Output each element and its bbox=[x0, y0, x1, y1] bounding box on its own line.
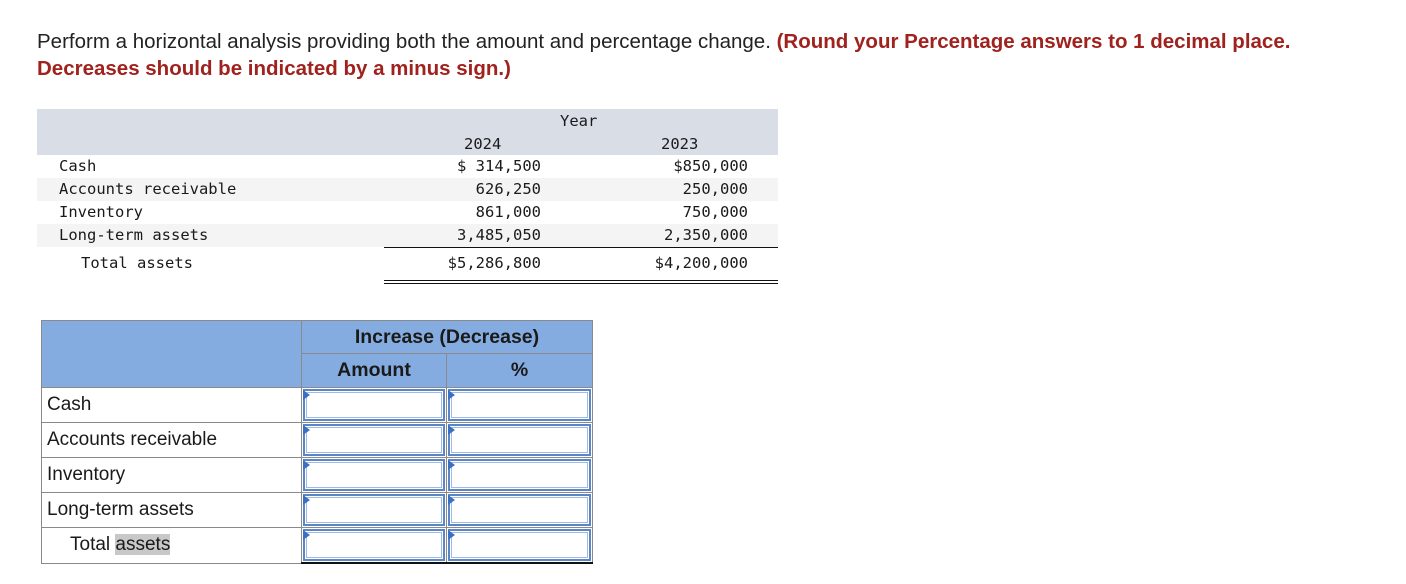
column-header-2023: 2023 bbox=[661, 135, 699, 153]
cash-percent-cell bbox=[446, 387, 593, 423]
total-assets-percent-input[interactable] bbox=[448, 529, 591, 561]
instructions: Perform a horizontal analysis providing … bbox=[37, 28, 1397, 82]
total-label-highlighted: assets bbox=[115, 534, 171, 556]
inventory-percent-input[interactable] bbox=[448, 459, 591, 491]
accounts-receivable-amount-input[interactable] bbox=[303, 424, 445, 456]
row-label: Inventory bbox=[59, 203, 143, 221]
inventory-amount-input[interactable] bbox=[303, 459, 445, 491]
accounts-receivable-amount-cell bbox=[301, 422, 447, 458]
cash-amount-cell bbox=[301, 387, 447, 423]
value-2024: 626,250 bbox=[475, 180, 541, 198]
instructions-emphasis: (Round your Percentage answers to 1 deci… bbox=[37, 30, 1291, 80]
row-label: Inventory bbox=[41, 457, 302, 493]
row-label: Cash bbox=[41, 387, 302, 423]
total-assets-amount-cell bbox=[301, 527, 447, 564]
instructions-text: Perform a horizontal analysis providing … bbox=[37, 30, 771, 53]
subtotal-rule bbox=[384, 247, 778, 248]
long-term-assets-percent-input[interactable] bbox=[448, 494, 591, 526]
answer-row-accounts-receivable: Accounts receivable bbox=[41, 422, 593, 458]
answer-row-inventory: Inventory bbox=[41, 457, 593, 493]
value-2024: 3,485,050 bbox=[457, 226, 541, 244]
value-2023: 250,000 bbox=[682, 180, 748, 198]
inventory-amount-cell bbox=[301, 457, 447, 493]
percent-column-header: % bbox=[446, 353, 593, 388]
value-2024: $ 314,500 bbox=[457, 157, 541, 175]
cash-percent-input[interactable] bbox=[448, 389, 591, 421]
value-2024: $5,286,800 bbox=[447, 254, 541, 272]
value-2024: 861,000 bbox=[475, 203, 541, 221]
value-2023: 2,350,000 bbox=[664, 226, 748, 244]
row-label: Accounts receivable bbox=[59, 180, 237, 198]
year-group-label: Year bbox=[560, 112, 598, 130]
given-table-header: Year 2024 2023 bbox=[37, 109, 778, 155]
total-assets-percent-cell bbox=[446, 527, 593, 564]
given-balance-table: Year 2024 2023 Cash $ 314,500 $850,000 A… bbox=[37, 109, 778, 284]
answer-row-cash: Cash bbox=[41, 387, 593, 423]
row-label-total: Total assets bbox=[41, 527, 302, 564]
answer-row-long-term-assets: Long-term assets bbox=[41, 492, 593, 528]
amount-column-header: Amount bbox=[301, 353, 447, 388]
cash-amount-input[interactable] bbox=[303, 389, 445, 421]
total-assets-amount-input[interactable] bbox=[303, 529, 445, 561]
blank-header-cell bbox=[41, 320, 302, 388]
accounts-receivable-percent-cell bbox=[446, 422, 593, 458]
increase-decrease-header: Increase (Decrease) bbox=[301, 320, 593, 354]
given-row-cash: Cash $ 314,500 $850,000 bbox=[37, 155, 778, 178]
row-label: Long-term assets bbox=[41, 492, 302, 528]
row-label: Total assets bbox=[81, 254, 193, 272]
long-term-assets-amount-cell bbox=[301, 492, 447, 528]
long-term-assets-amount-input[interactable] bbox=[303, 494, 445, 526]
given-row-total-assets: Total assets $5,286,800 $4,200,000 bbox=[37, 247, 778, 284]
inventory-percent-cell bbox=[446, 457, 593, 493]
long-term-assets-percent-cell bbox=[446, 492, 593, 528]
accounts-receivable-percent-input[interactable] bbox=[448, 424, 591, 456]
value-2023: $4,200,000 bbox=[654, 254, 748, 272]
column-header-2024: 2024 bbox=[464, 135, 502, 153]
given-row-accounts-receivable: Accounts receivable 626,250 250,000 bbox=[37, 178, 778, 201]
given-row-inventory: Inventory 861,000 750,000 bbox=[37, 201, 778, 224]
answer-row-total-assets: Total assets bbox=[41, 527, 593, 564]
row-label: Cash bbox=[59, 157, 97, 175]
given-row-long-term-assets: Long-term assets 3,485,050 2,350,000 bbox=[37, 224, 778, 248]
value-2023: $850,000 bbox=[673, 157, 748, 175]
row-label: Accounts receivable bbox=[41, 422, 302, 458]
row-label: Long-term assets bbox=[59, 226, 209, 244]
total-label-prefix: Total bbox=[70, 534, 116, 556]
value-2023: 750,000 bbox=[682, 203, 748, 221]
horizontal-analysis-table: Increase (Decrease) Amount % Cash Accoun… bbox=[41, 320, 593, 564]
total-double-rule bbox=[384, 280, 778, 284]
